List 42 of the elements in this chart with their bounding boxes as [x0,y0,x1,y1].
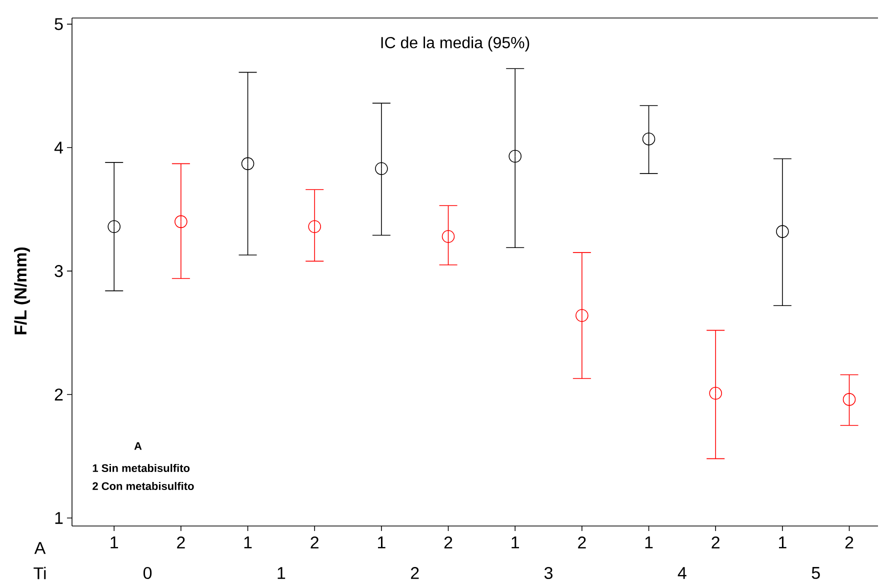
point [709,386,722,400]
y-tick-label: 4 [54,142,63,154]
x-tick-label: 2 [845,536,854,548]
point [241,157,254,170]
x-tick-label: 2 [310,536,318,548]
x-axis-title: A [34,542,46,554]
y-tick-label: 5 [54,18,63,30]
point [442,230,455,243]
point [776,224,789,238]
text: IC de la media (95%) [381,36,530,52]
x-tick-label: 2 [712,536,720,548]
x-tick-label: 1 [110,536,118,548]
annotation: 2 Con metabisulfito [92,482,194,490]
x-tick-label: 1 [645,536,653,548]
point [174,215,188,228]
point [576,308,588,322]
text: 0 [143,566,152,579]
y-axis-title: F/L (N/mm) [14,247,30,334]
x-tick-label: 1 [244,536,252,548]
point [842,392,856,406]
y-tick-label: 2 [54,388,63,400]
point [108,220,121,233]
text: 4 [678,566,686,579]
text: Ti [34,566,46,579]
text: 2 [410,566,419,579]
point [308,220,322,233]
annotation: 1 Sin metabisulfito [92,464,190,472]
x-tick-label: 1 [779,536,786,548]
text: 1 [278,566,286,579]
point [375,162,388,175]
y-tick-label: 3 [54,264,63,277]
point [642,132,656,146]
text: 3 [544,566,552,579]
x-tick-label: 1 [512,536,520,548]
x-tick-label: 2 [578,536,586,548]
y-tick-label: 1 [55,512,63,524]
x-tick-label: 2 [444,536,452,548]
annotation: A [134,442,142,450]
point [508,150,522,162]
x-tick-label: 1 [378,536,386,548]
x-tick-label: 2 [177,536,185,548]
text: 5 [812,566,820,579]
